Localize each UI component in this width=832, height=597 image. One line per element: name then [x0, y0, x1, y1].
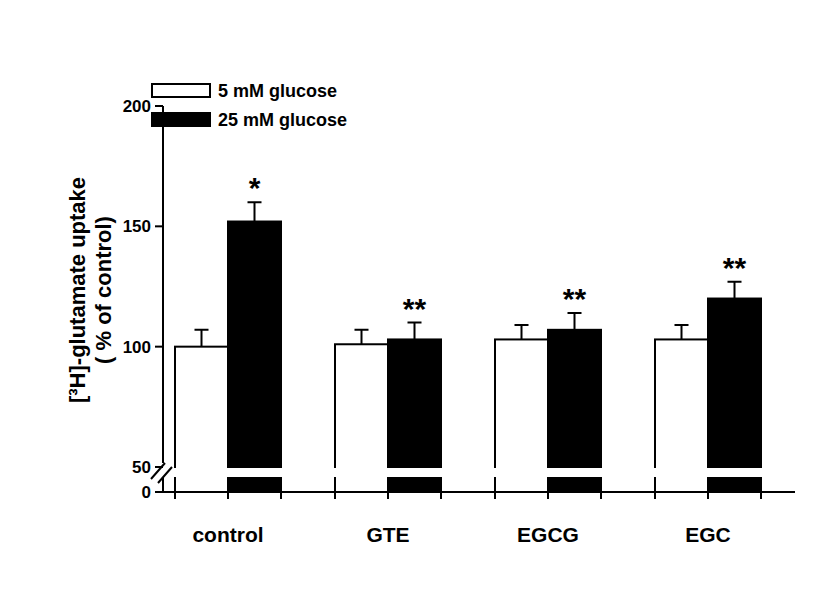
y-tick-label: 150	[123, 217, 151, 236]
y-tick	[155, 225, 163, 227]
x-tick	[174, 492, 176, 499]
x-tick	[494, 492, 496, 499]
x-tick	[387, 492, 389, 499]
y-label: [³H]-glutamate uptake( % of control)	[65, 177, 116, 403]
y-tick	[155, 491, 163, 493]
y-axis	[162, 106, 164, 463]
bars	[174, 202, 762, 492]
error-bar	[248, 202, 262, 221]
y-tick-label: 100	[123, 338, 151, 357]
error-bar	[568, 313, 582, 330]
legend-swatch	[152, 113, 210, 126]
y-tick-label: 50	[132, 458, 151, 477]
x-tick	[547, 492, 549, 499]
error-bar	[195, 330, 209, 347]
significance: **	[563, 282, 587, 315]
significance: *	[249, 171, 261, 204]
y-tick	[155, 105, 163, 107]
bar-break	[174, 468, 229, 477]
x-tick	[280, 492, 282, 499]
x-tick-label: GTE	[366, 523, 409, 546]
bar	[655, 339, 708, 492]
axis-break	[151, 463, 172, 483]
bar-break	[387, 468, 442, 477]
legend-label: 25 mM glucose	[218, 110, 347, 130]
bar	[228, 222, 281, 492]
y-tick-label: 0	[142, 483, 151, 502]
legend-label: 5 mM glucose	[218, 81, 337, 101]
error-bar	[515, 325, 529, 339]
y-tick	[155, 346, 163, 348]
bar	[548, 330, 601, 492]
bar-break	[547, 468, 602, 477]
x-tick	[760, 492, 762, 499]
y-label-line: [³H]-glutamate uptake	[65, 177, 90, 403]
x-tick	[600, 492, 602, 499]
bar-break	[494, 468, 549, 477]
y-tick	[155, 466, 163, 468]
y-label-line: ( % of control)	[91, 216, 116, 364]
y-tick-label: 200	[123, 97, 151, 116]
bar-break	[334, 468, 389, 477]
error-bar	[728, 282, 742, 299]
bar-break	[654, 468, 709, 477]
x-tick	[707, 492, 709, 499]
x-axis	[163, 491, 795, 493]
x-tick-label: EGC	[685, 523, 731, 546]
significance: **	[723, 251, 747, 284]
chart-root: *******controlGTEEGCGEGC050100150200[³H]…	[0, 0, 832, 597]
bar	[708, 299, 761, 492]
significance: **	[403, 292, 427, 325]
x-tick-label: control	[192, 523, 263, 546]
x-tick-label: EGCG	[517, 523, 579, 546]
error-bar	[675, 325, 689, 339]
bar	[388, 339, 441, 492]
bar-break	[227, 468, 282, 477]
error-bar	[408, 323, 422, 340]
x-tick	[440, 492, 442, 499]
x-tick	[654, 492, 656, 499]
bar	[495, 339, 548, 492]
bar	[175, 347, 228, 492]
legend-swatch	[152, 84, 210, 97]
x-tick	[227, 492, 229, 499]
error-bar	[355, 330, 369, 344]
axes: control GTE EGCG EGC 0 50 100 150 200	[123, 97, 795, 546]
x-tick	[334, 492, 336, 499]
bar-break	[707, 468, 762, 477]
chart-svg: *******controlGTEEGCGEGC050100150200[³H]…	[0, 0, 832, 597]
bar	[335, 344, 388, 492]
annotations: *******	[249, 171, 747, 324]
legend: 5 mM glucose 25 mM glucose	[152, 81, 347, 130]
